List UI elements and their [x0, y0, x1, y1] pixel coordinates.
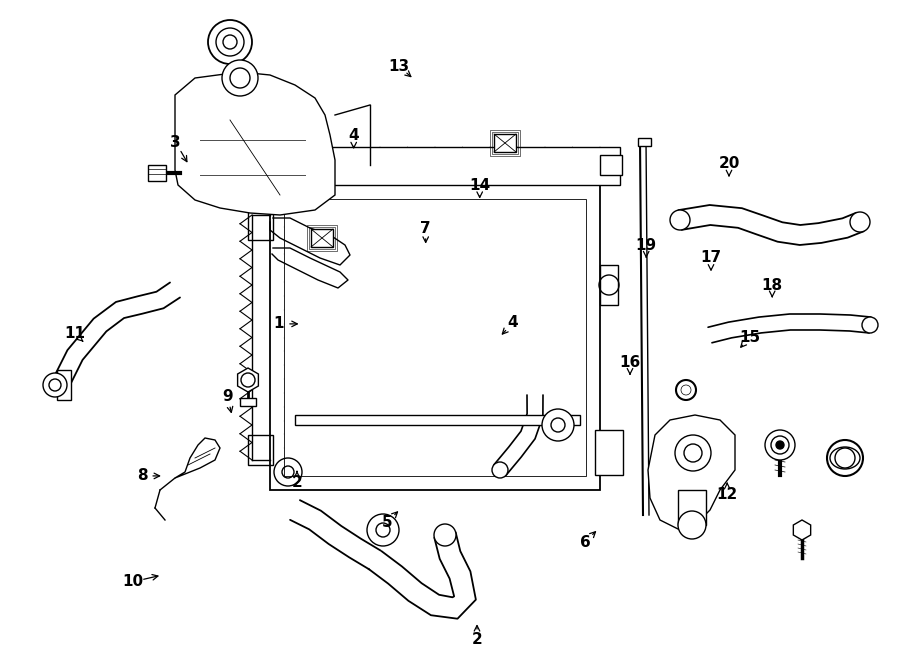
- Bar: [492, 132, 518, 154]
- Polygon shape: [708, 314, 871, 343]
- Text: 4: 4: [348, 128, 359, 143]
- Polygon shape: [47, 282, 180, 399]
- Text: 2: 2: [472, 633, 482, 647]
- Bar: [148, 165, 166, 181]
- Bar: [600, 155, 622, 175]
- Text: 8: 8: [137, 469, 148, 483]
- Circle shape: [765, 430, 795, 460]
- Bar: [600, 265, 618, 305]
- Circle shape: [776, 441, 784, 449]
- Polygon shape: [290, 500, 381, 569]
- Circle shape: [43, 373, 67, 397]
- Polygon shape: [679, 205, 864, 245]
- Text: 15: 15: [739, 330, 760, 344]
- Bar: [248, 435, 273, 465]
- Text: 14: 14: [469, 178, 491, 192]
- Circle shape: [862, 317, 878, 333]
- Text: 9: 9: [222, 389, 233, 404]
- Bar: [678, 490, 706, 525]
- Circle shape: [850, 212, 870, 232]
- Circle shape: [835, 448, 855, 468]
- Polygon shape: [648, 415, 735, 530]
- Circle shape: [222, 60, 258, 96]
- Bar: [240, 398, 256, 406]
- Bar: [248, 210, 273, 240]
- Text: 19: 19: [635, 239, 657, 253]
- Text: 17: 17: [700, 251, 722, 265]
- Bar: [595, 430, 623, 475]
- Bar: [494, 134, 516, 152]
- Text: 11: 11: [64, 327, 86, 341]
- Text: 18: 18: [761, 278, 783, 293]
- Text: 7: 7: [420, 221, 431, 235]
- Bar: [307, 225, 337, 251]
- Bar: [295, 415, 580, 425]
- Circle shape: [492, 462, 508, 478]
- Text: 13: 13: [388, 59, 410, 73]
- Bar: [309, 227, 335, 249]
- Bar: [270, 185, 600, 490]
- Circle shape: [678, 511, 706, 539]
- Polygon shape: [494, 395, 543, 475]
- Bar: [638, 138, 651, 146]
- Text: 5: 5: [382, 515, 392, 529]
- Circle shape: [208, 20, 252, 64]
- Polygon shape: [175, 72, 335, 215]
- Circle shape: [676, 380, 696, 400]
- Bar: [284, 199, 586, 476]
- Bar: [311, 229, 333, 247]
- Text: 2: 2: [292, 475, 302, 490]
- Text: 1: 1: [274, 317, 284, 331]
- Text: 4: 4: [508, 315, 518, 330]
- Text: 6: 6: [580, 535, 590, 549]
- Circle shape: [670, 210, 690, 230]
- Bar: [57, 370, 71, 400]
- Circle shape: [542, 409, 574, 441]
- Polygon shape: [175, 438, 220, 478]
- Text: 10: 10: [122, 574, 144, 589]
- Circle shape: [367, 514, 399, 546]
- Polygon shape: [368, 532, 476, 619]
- Text: 16: 16: [619, 355, 641, 369]
- Text: 20: 20: [718, 157, 740, 171]
- Text: 12: 12: [716, 487, 738, 502]
- Bar: [270, 147, 620, 185]
- Bar: [490, 130, 520, 156]
- Circle shape: [434, 524, 456, 546]
- Circle shape: [827, 440, 863, 476]
- Text: 3: 3: [170, 135, 181, 149]
